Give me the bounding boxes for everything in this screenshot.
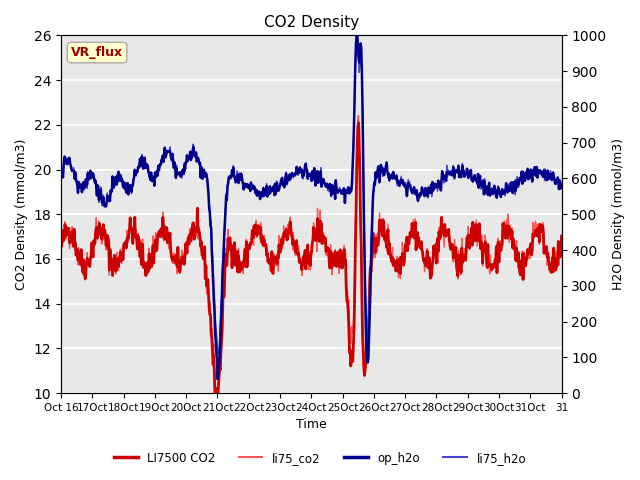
Y-axis label: CO2 Density (mmol/m3): CO2 Density (mmol/m3): [15, 139, 28, 290]
Legend: LI7500 CO2, li75_co2, op_h2o, li75_h2o: LI7500 CO2, li75_co2, op_h2o, li75_h2o: [109, 447, 531, 469]
Y-axis label: H2O Density (mmol/m3): H2O Density (mmol/m3): [612, 138, 625, 290]
Text: VR_flux: VR_flux: [71, 46, 123, 59]
X-axis label: Time: Time: [296, 419, 326, 432]
Title: CO2 Density: CO2 Density: [264, 15, 359, 30]
